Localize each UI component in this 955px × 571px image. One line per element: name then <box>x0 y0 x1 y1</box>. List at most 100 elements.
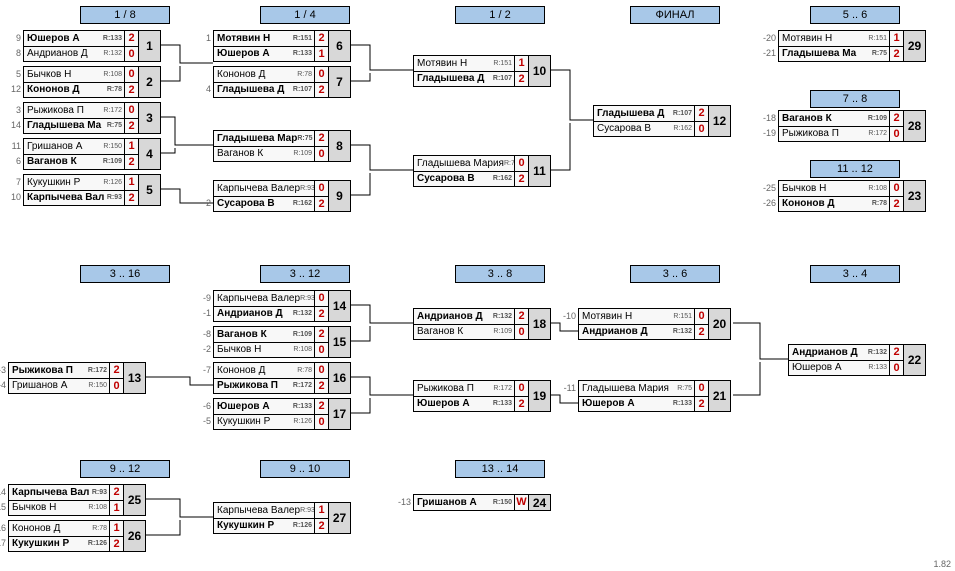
player-rating: R:172 <box>103 104 124 118</box>
player-score: 2 <box>514 172 528 186</box>
match-pair: 116Гришанов АR:1501Ваганов КR:10924 <box>5 138 161 170</box>
player-rating: R:126 <box>293 415 314 429</box>
player-rating: R:133 <box>293 400 314 414</box>
seed-column: -7 <box>195 362 213 394</box>
player-rating: R:132 <box>293 307 314 321</box>
match-pair: Андрианов ДR:1322Юшеров АR:133022 <box>770 344 926 376</box>
player-name: Кононов ДR:78 <box>214 67 314 82</box>
player-name: Гладышева ДR:107 <box>214 83 314 97</box>
seed-column: 314 <box>5 102 23 134</box>
match-pair: 512Бычков НR:1080Кононов ДR:7822 <box>5 66 161 98</box>
player-score: 0 <box>314 147 328 161</box>
player-score: 2 <box>514 397 528 411</box>
player-name: Юшеров АR:133 <box>214 399 314 414</box>
player-name: Рыжикова ПR:172 <box>414 381 514 396</box>
seed-column: 512 <box>5 66 23 98</box>
player-score: 0 <box>514 381 528 396</box>
player-name: Гладышева МаR:75 <box>24 119 124 133</box>
seed-column <box>575 105 593 137</box>
round-header: 1 / 4 <box>260 6 350 24</box>
player-score: 0 <box>124 67 138 82</box>
player-name: Гришанов АR:150 <box>24 139 124 154</box>
round-header: 1 / 8 <box>80 6 170 24</box>
player-rating: R:75 <box>677 382 694 396</box>
player-rating: R:172 <box>293 379 314 393</box>
player-rating: R:151 <box>293 32 314 46</box>
player-score: 0 <box>314 363 328 378</box>
match-pair: -8-2Ваганов КR:1092Бычков НR:108015 <box>195 326 351 358</box>
player-score: 0 <box>124 103 138 118</box>
player-rating: R:78 <box>872 197 889 211</box>
match-number: 22 <box>904 344 926 376</box>
player-rating: R:132 <box>103 47 124 61</box>
player-rating: R:151 <box>673 310 694 324</box>
player-score: 2 <box>124 83 138 97</box>
match-pair: -14-15Карпычева ВалR:932Бычков НR:108125 <box>0 484 146 516</box>
player-rating: R:107 <box>673 107 694 121</box>
player-name: Ваганов КR:109 <box>414 325 514 339</box>
player-rating: R:172 <box>868 127 889 141</box>
player-rating: R:162 <box>293 197 314 211</box>
player-score: 2 <box>314 31 328 46</box>
match-number: 15 <box>329 326 351 358</box>
player-score: 1 <box>314 503 328 518</box>
player-rating: R:93 <box>300 182 314 196</box>
player-score: 2 <box>314 83 328 97</box>
player-rating: R:109 <box>293 328 314 342</box>
match-number: 12 <box>709 105 731 137</box>
round-header: 3 .. 6 <box>630 265 720 283</box>
player-score: 2 <box>109 537 123 551</box>
seed-column: 4 <box>195 66 213 98</box>
player-rating: R:75 <box>297 132 314 146</box>
match-pair: Гладышева МарияR:750Сусарова ВR:162211 <box>395 155 551 187</box>
seed-column: -25-26 <box>760 180 778 212</box>
player-score: 2 <box>889 111 903 126</box>
player-name: Карпычева ВалерR:93 <box>214 503 314 518</box>
player-score: 2 <box>124 119 138 133</box>
player-score: 2 <box>314 307 328 321</box>
player-score: 0 <box>889 361 903 375</box>
player-rating: R:133 <box>293 47 314 61</box>
player-name: Гладышева МарR:75 <box>214 131 314 146</box>
player-rating: R:75 <box>872 47 889 61</box>
player-score: 0 <box>514 325 528 339</box>
player-rating: R:107 <box>493 72 514 86</box>
match-number: 20 <box>709 308 731 340</box>
round-header: 1 / 2 <box>455 6 545 24</box>
player-rating: R:162 <box>493 172 514 186</box>
seed-column <box>195 130 213 162</box>
match-number: 27 <box>329 502 351 534</box>
match-number: 3 <box>139 102 161 134</box>
seed-column: -13 <box>395 494 413 511</box>
player-name: Гришанов АR:150 <box>414 495 514 510</box>
seed-column: -3-4 <box>0 362 8 394</box>
match-number: 28 <box>904 110 926 142</box>
player-name: Гладышева ДR:107 <box>594 106 694 121</box>
match-pair: Мотявин НR:1511Гладышева ДR:107210 <box>395 55 551 87</box>
player-rating: R:133 <box>673 397 694 411</box>
player-name: Бычков НR:108 <box>214 343 314 357</box>
match-number: 13 <box>124 362 146 394</box>
player-name: Рыжикова ПR:172 <box>214 379 314 393</box>
match-number: 18 <box>529 308 551 340</box>
player-score: 2 <box>124 191 138 205</box>
player-rating: R:107 <box>293 83 314 97</box>
player-rating: R:126 <box>103 176 124 190</box>
match-number: 1 <box>139 30 161 62</box>
player-score: 0 <box>514 156 528 171</box>
player-score: 2 <box>889 197 903 211</box>
round-header: ФИНАЛ <box>630 6 720 24</box>
player-name: Бычков НR:108 <box>9 501 109 515</box>
player-name: Бычков НR:108 <box>24 67 124 82</box>
match-number: 11 <box>529 155 551 187</box>
player-name: Мотявин НR:151 <box>214 31 314 46</box>
match-number: 23 <box>904 180 926 212</box>
bracket-stage: 1 / 81 / 41 / 2ФИНАЛ5 .. 67 .. 811 .. 12… <box>0 0 955 571</box>
player-name: Юшеров АR:133 <box>789 361 889 375</box>
match-pair: -18-19Ваганов КR:1092Рыжикова ПR:172028 <box>760 110 926 142</box>
player-name: Кононов ДR:78 <box>214 363 314 378</box>
player-name: Гладышева МаR:75 <box>779 47 889 61</box>
match-number: 6 <box>329 30 351 62</box>
player-name: Ваганов КR:109 <box>24 155 124 169</box>
match-pair: -6-5Юшеров АR:1332Кукушкин РR:126017 <box>195 398 351 430</box>
